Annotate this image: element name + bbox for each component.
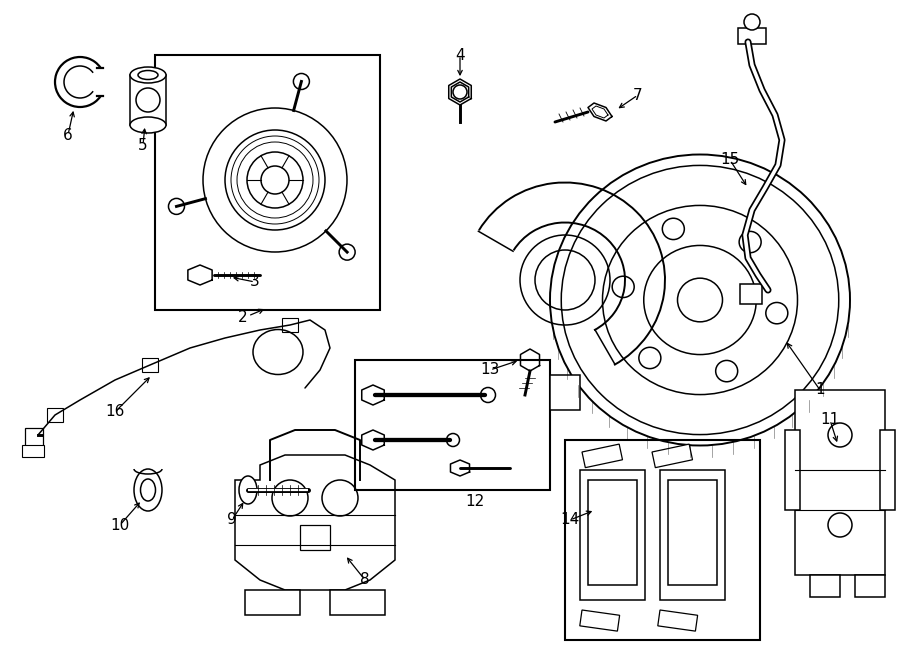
- Bar: [155, 55, 380, 310]
- Bar: [668, 480, 717, 585]
- Circle shape: [322, 480, 358, 516]
- Ellipse shape: [481, 387, 496, 403]
- Text: 10: 10: [111, 518, 130, 533]
- Ellipse shape: [446, 434, 460, 446]
- Bar: [330, 590, 385, 615]
- Ellipse shape: [239, 476, 257, 504]
- Bar: [658, 610, 698, 631]
- Ellipse shape: [130, 67, 166, 83]
- Circle shape: [744, 14, 760, 30]
- Bar: [25, 428, 43, 446]
- Text: 1: 1: [815, 383, 824, 397]
- Bar: [580, 470, 645, 600]
- Bar: [300, 525, 330, 550]
- Ellipse shape: [134, 469, 162, 511]
- Text: 9: 9: [227, 512, 237, 527]
- Bar: [130, 75, 166, 125]
- Bar: [785, 430, 800, 510]
- Text: 11: 11: [821, 412, 840, 428]
- Bar: [550, 375, 580, 410]
- Ellipse shape: [138, 71, 158, 79]
- Circle shape: [828, 423, 852, 447]
- Text: 13: 13: [481, 362, 500, 377]
- Bar: [738, 28, 766, 44]
- Bar: [580, 610, 619, 631]
- Text: 7: 7: [634, 87, 643, 102]
- Circle shape: [828, 513, 852, 537]
- Circle shape: [168, 198, 184, 214]
- Bar: [588, 480, 637, 585]
- Bar: [245, 590, 300, 615]
- Bar: [565, 440, 760, 640]
- Bar: [282, 318, 298, 332]
- Circle shape: [293, 73, 310, 89]
- Polygon shape: [235, 455, 395, 590]
- Bar: [795, 390, 885, 575]
- Text: 2: 2: [238, 311, 248, 325]
- Text: 3: 3: [250, 274, 260, 290]
- Text: 12: 12: [465, 494, 484, 510]
- Circle shape: [272, 480, 308, 516]
- Text: 8: 8: [360, 572, 370, 588]
- Bar: [740, 284, 762, 304]
- Bar: [355, 360, 550, 490]
- Bar: [582, 444, 623, 467]
- Bar: [142, 358, 158, 372]
- Circle shape: [339, 244, 356, 260]
- Bar: [652, 444, 692, 467]
- Text: 15: 15: [720, 153, 740, 167]
- Bar: [810, 575, 840, 597]
- Bar: [880, 430, 895, 510]
- Bar: [47, 408, 63, 422]
- Ellipse shape: [130, 117, 166, 133]
- Text: 16: 16: [105, 405, 125, 420]
- Bar: [660, 470, 725, 600]
- Bar: [22, 445, 44, 457]
- Text: 4: 4: [455, 48, 464, 63]
- Text: 5: 5: [139, 137, 148, 153]
- Text: 6: 6: [63, 128, 73, 143]
- Bar: [855, 575, 885, 597]
- Text: 14: 14: [561, 512, 580, 527]
